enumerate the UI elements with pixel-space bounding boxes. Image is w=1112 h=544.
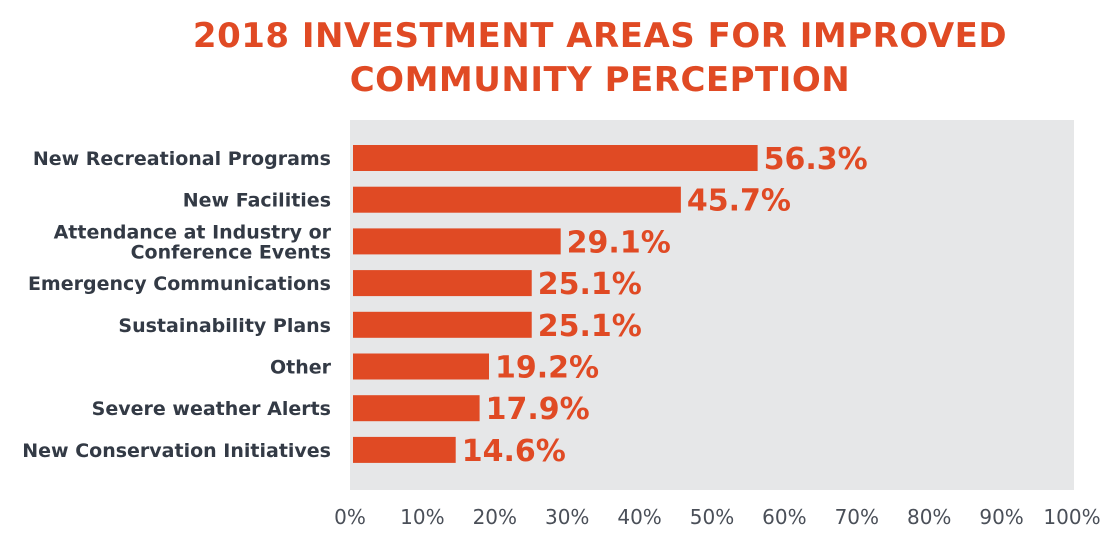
chart-title: 2018 INVESTMENT AREAS FOR IMPROVED COMMU… — [0, 14, 1112, 102]
bar-2 — [353, 186, 681, 213]
x-tick-label-60: 60% — [762, 505, 806, 529]
bar-value-label-4: 25.1% — [538, 267, 642, 302]
category-label-3: Attendance at Industry or Conference Even… — [54, 221, 332, 263]
x-tick-label-90: 90% — [979, 505, 1023, 529]
bar-1 — [353, 145, 758, 171]
category-label-2: New Facilities — [183, 190, 331, 212]
category-label-1: New Recreational Programs — [33, 148, 331, 170]
x-axis-ticks: 0% 10% 20% 30% 40% 50% 60% 70% 80% 90% 100% — [334, 505, 1100, 529]
bar-value-label-6: 19.2% — [495, 351, 599, 386]
x-tick-label-50: 50% — [690, 505, 734, 529]
category-label-6: Other — [270, 357, 332, 379]
bar-value-label-2: 45.7% — [687, 184, 791, 219]
x-tick-label-40: 40% — [617, 505, 661, 529]
x-tick-label-70: 70% — [835, 505, 879, 529]
bars-layer — [353, 145, 758, 463]
bar-value-label-3: 29.1% — [567, 225, 671, 260]
category-label-7: Severe weather Alerts — [92, 398, 331, 420]
bar-value-label-8: 14.6% — [462, 434, 566, 469]
x-tick-label-80: 80% — [907, 505, 951, 529]
bar-6 — [353, 353, 490, 380]
bar-7 — [353, 395, 480, 422]
bar-value-label-1: 56.3% — [764, 142, 868, 177]
category-label-4: Emergency Communications — [28, 273, 331, 295]
x-tick-label-0: 0% — [334, 505, 366, 529]
bar-value-label-5: 25.1% — [538, 309, 642, 344]
category-label-8: New Conservation Initiatives — [22, 440, 331, 462]
bar-value-label-7: 17.9% — [486, 392, 590, 427]
labels-layer: 56.3% New Recreational Programs 45.7% New F… — [22, 142, 867, 469]
bar-8 — [353, 436, 456, 463]
x-tick-label-100: 100% — [1043, 505, 1100, 529]
bar-4 — [353, 270, 532, 297]
x-tick-label-20: 20% — [473, 505, 517, 529]
chart-title-line-1: 2018 INVESTMENT AREAS FOR IMPROVED — [192, 16, 1008, 56]
bar-5 — [353, 311, 532, 338]
category-label-5: Sustainability Plans — [118, 315, 331, 337]
plot-area — [350, 120, 1074, 490]
chart-title-line-2: COMMUNITY PERCEPTION — [349, 60, 851, 100]
bar-3 — [353, 228, 561, 255]
x-tick-label-30: 30% — [545, 505, 589, 529]
x-tick-label-10: 10% — [400, 505, 444, 529]
